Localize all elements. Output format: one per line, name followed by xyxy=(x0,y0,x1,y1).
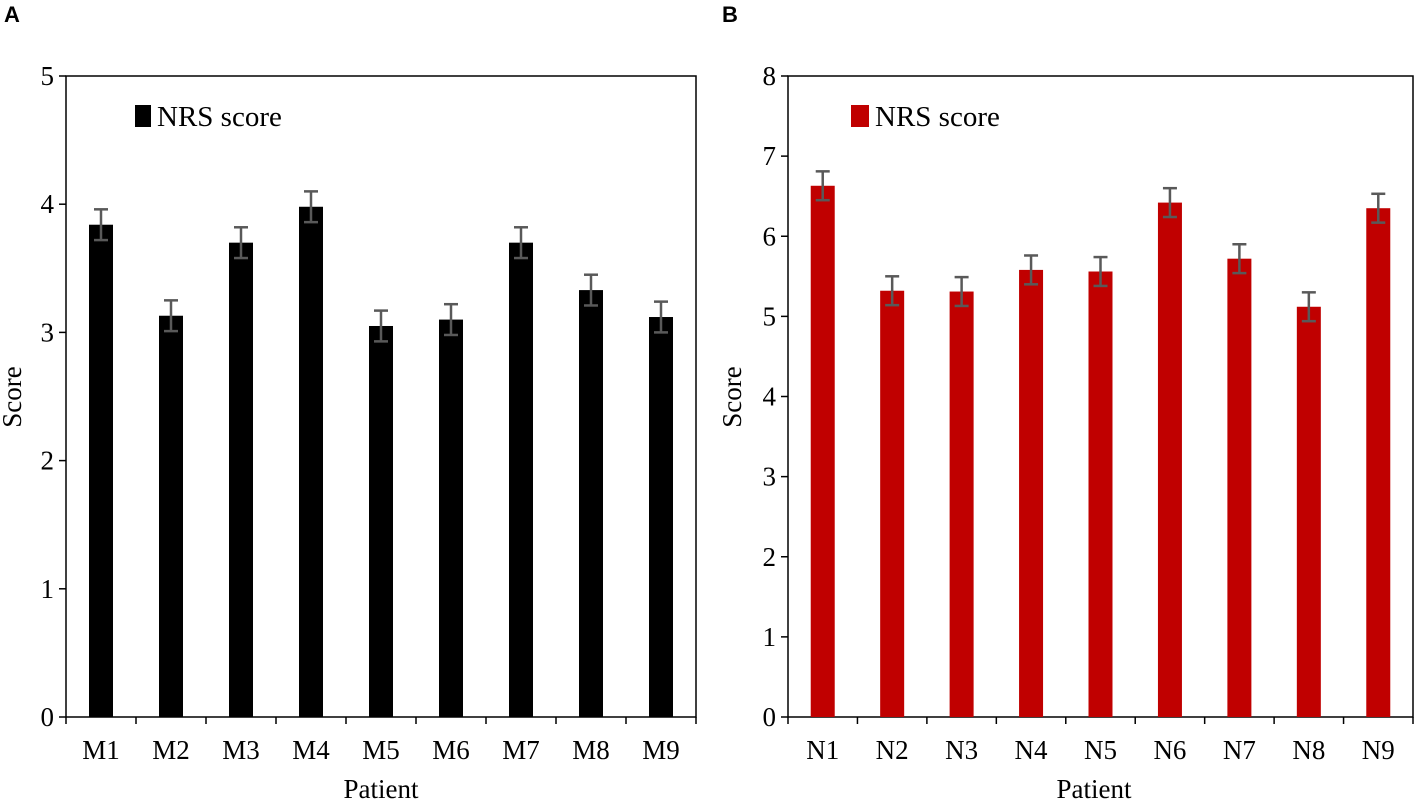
panel-a-y-tick-label: 4 xyxy=(41,189,55,219)
panel-b-y-tick-label: 2 xyxy=(763,542,777,572)
panel-b-x-tick-label-N2: N2 xyxy=(876,735,909,765)
panel-a-marks: 0 1 2 3 4 5 M1 M2 M3 M4 M5 M6 M7 M8 M9 xyxy=(41,61,697,765)
panel-a-x-tick-label-M5: M5 xyxy=(362,735,400,765)
panel-b-x-tick-label-N7: N7 xyxy=(1223,735,1256,765)
panel-b-x-tick-label-N8: N8 xyxy=(1292,735,1325,765)
panel-a-bar-M8 xyxy=(579,290,603,717)
panel-b-x-tick-label-N5: N5 xyxy=(1084,735,1117,765)
panel-a: A 0 1 2 3 4 5 M1 M2 M3 M4 M5 M6 M7 M8 M9 NRS score Pat… xyxy=(0,2,697,801)
panel-b-bar-N9 xyxy=(1366,208,1391,718)
panel-b-x-tick-label-N1: N1 xyxy=(806,735,839,765)
panel-b-y-axis-title: Score xyxy=(717,366,747,427)
panel-b-bar-N3 xyxy=(949,291,974,717)
panel-b-y-tick-label: 5 xyxy=(763,301,777,331)
panel-b-x-tick-label-N6: N6 xyxy=(1153,735,1186,765)
panel-b-bar-N8 xyxy=(1296,306,1321,717)
panel-b-bar-N2 xyxy=(880,290,905,717)
panel-a-y-axis-title: Score xyxy=(0,366,27,427)
panel-b-letter: B xyxy=(722,2,738,27)
panel-b-bar-N1 xyxy=(810,185,835,718)
panel-b-bar-N4 xyxy=(1019,269,1044,717)
panel-a-letter: A xyxy=(4,2,20,27)
panel-a-x-tick-label-M6: M6 xyxy=(432,735,470,765)
panel-b-y-tick-label: 8 xyxy=(763,61,777,91)
panel-a-bar-M4 xyxy=(299,206,323,718)
panel-b-bar-N7 xyxy=(1227,258,1252,717)
panel-a-x-tick-label-M1: M1 xyxy=(82,735,120,765)
panel-a-x-tick-label-M3: M3 xyxy=(222,735,260,765)
panel-a-y-tick-label: 3 xyxy=(41,317,55,347)
panel-b-bar-N5 xyxy=(1088,271,1113,717)
panel-a-x-tick-label-M4: M4 xyxy=(292,735,330,765)
panel-a-x-tick-label-M9: M9 xyxy=(642,735,680,765)
panel-b-bar-N6 xyxy=(1157,202,1182,717)
panel-a-y-tick-label: 1 xyxy=(41,574,55,604)
panel-b-legend-label: NRS score xyxy=(875,101,1000,133)
panel-a-bar-M7 xyxy=(509,242,533,717)
panel-a-x-tick-label-M8: M8 xyxy=(572,735,610,765)
panel-a-legend-swatch xyxy=(135,105,151,127)
panel-b-y-tick-label: 4 xyxy=(763,382,777,412)
panel-a-bar-M5 xyxy=(369,325,393,717)
panel-b-y-tick-label: 6 xyxy=(763,221,777,251)
panel-a-legend-label: NRS score xyxy=(157,101,282,133)
panel-a-x-tick-label-M2: M2 xyxy=(152,735,190,765)
panel-b-marks: 0 1 2 3 4 5 6 7 8 N1 N2 N3 N4 N5 N6 N7 N8 N9 xyxy=(763,61,1414,765)
panel-b-legend-swatch xyxy=(851,105,869,127)
panel-b-y-tick-label: 0 xyxy=(763,702,777,732)
panel-b-x-axis-title: Patient xyxy=(1057,774,1132,801)
panel-a-x-axis-title: Patient xyxy=(344,774,419,801)
panel-b-y-tick-label: 7 xyxy=(763,141,777,171)
panel-a-bar-M2 xyxy=(159,315,183,717)
panel-a-x-tick-label-M7: M7 xyxy=(502,735,540,765)
panel-b-x-tick-label-N3: N3 xyxy=(945,735,978,765)
panel-a-bar-M3 xyxy=(229,242,253,717)
panel-a-y-tick-label: 0 xyxy=(41,702,55,732)
panel-a-y-tick-label: 5 xyxy=(41,61,55,91)
panel-a-bar-M1 xyxy=(89,224,113,717)
panel-b-y-tick-label: 3 xyxy=(763,462,777,492)
panel-a-y-tick-label: 2 xyxy=(41,446,55,476)
panel-a-bar-M6 xyxy=(439,319,463,717)
panel-b-x-tick-label-N9: N9 xyxy=(1362,735,1395,765)
panel-a-bar-M9 xyxy=(649,317,673,717)
panel-b-x-tick-label-N4: N4 xyxy=(1015,735,1048,765)
panel-b-y-tick-label: 1 xyxy=(763,622,777,652)
